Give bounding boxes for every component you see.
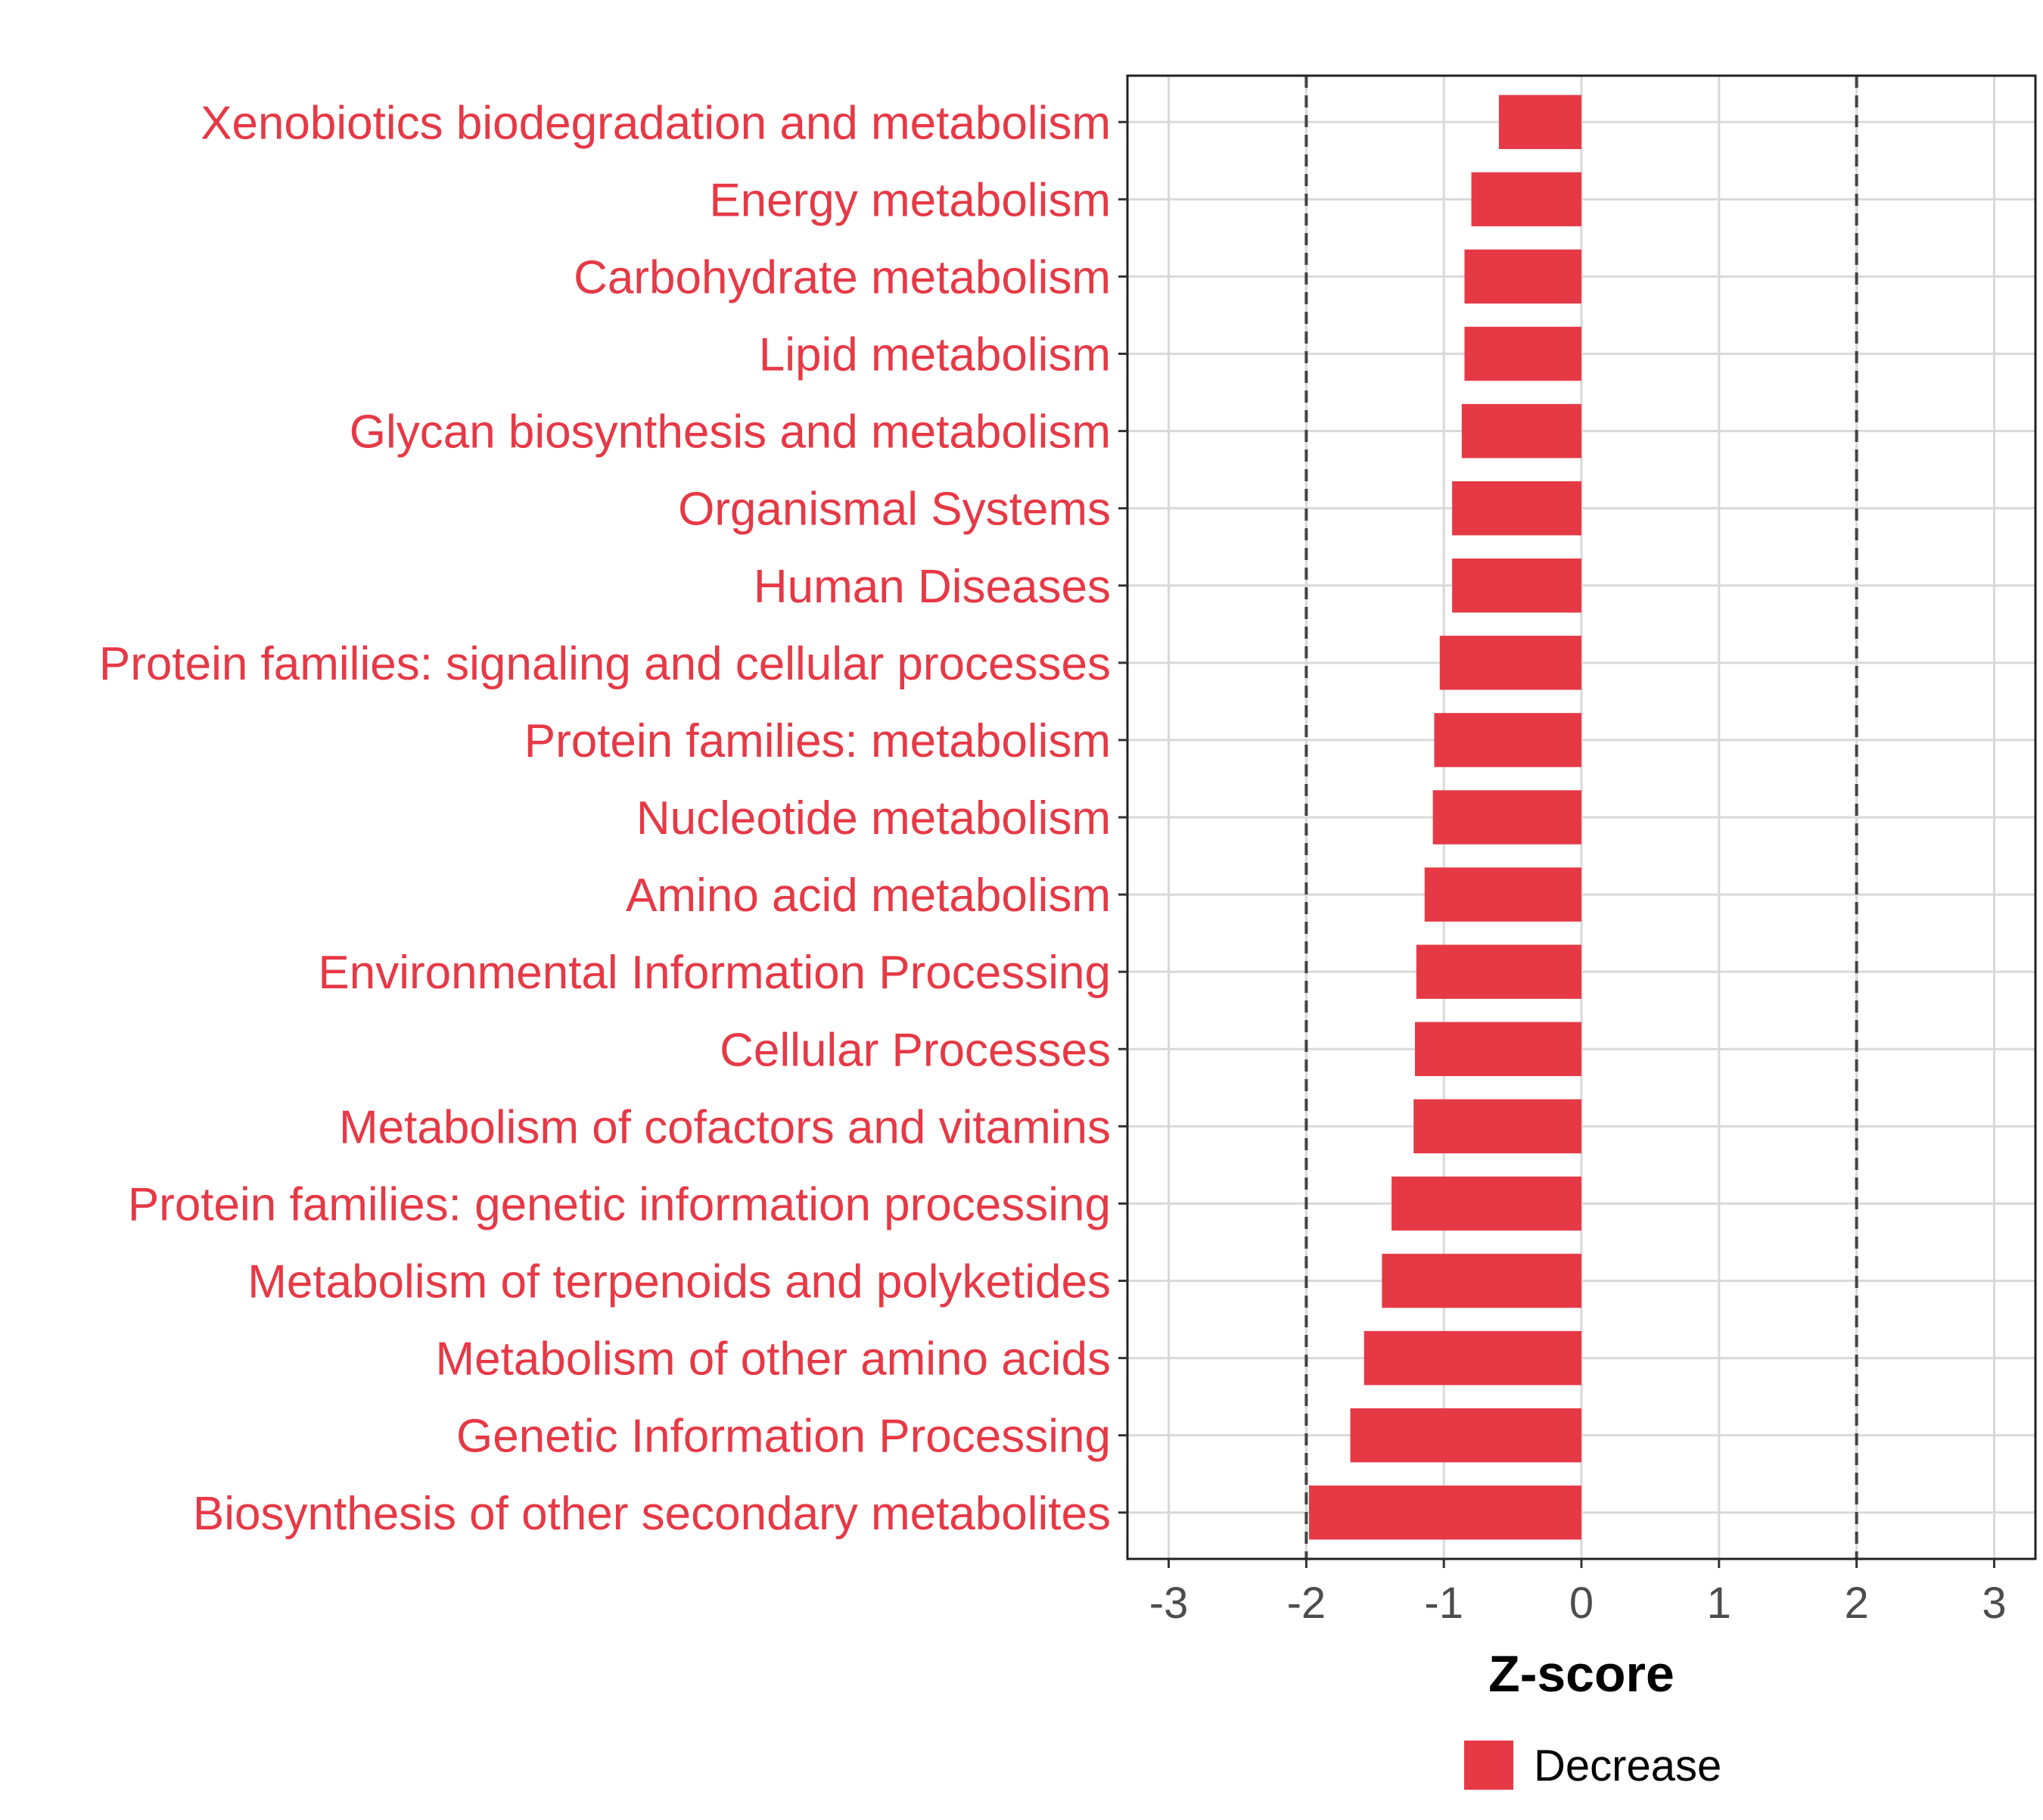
bar <box>1413 1099 1581 1154</box>
x-tick-label: 2 <box>1845 1579 1869 1628</box>
bar <box>1382 1253 1581 1308</box>
category-label: Cellular Processes <box>720 1024 1111 1076</box>
category-label: Nucleotide metabolism <box>636 792 1111 845</box>
category-label: Energy metabolism <box>709 174 1111 226</box>
category-label: Metabolism of other amino acids <box>435 1333 1111 1386</box>
category-label: Lipid metabolism <box>759 329 1111 381</box>
category-label: Glycan biosynthesis and metabolism <box>350 406 1111 459</box>
category-label: Protein families: genetic information pr… <box>128 1178 1111 1230</box>
legend-label: Decrease <box>1534 1741 1721 1790</box>
bar <box>1439 636 1581 690</box>
category-label: Protein families: signaling and cellular… <box>99 638 1111 690</box>
bar <box>1461 403 1581 459</box>
legend-swatch <box>1464 1741 1513 1790</box>
category-label: Metabolism of terpenoids and polyketides <box>247 1256 1111 1308</box>
x-tick-label: -3 <box>1149 1579 1189 1628</box>
bar <box>1464 326 1581 381</box>
bar <box>1434 713 1581 767</box>
bar <box>1415 1022 1581 1076</box>
bar <box>1424 867 1581 922</box>
bar <box>1309 1486 1581 1540</box>
bar <box>1392 1176 1581 1231</box>
x-tick-label: 3 <box>1982 1579 2006 1628</box>
bar <box>1498 95 1581 149</box>
bar <box>1416 944 1581 999</box>
x-tick-label: -2 <box>1287 1579 1326 1628</box>
category-label: Amino acid metabolism <box>626 870 1111 922</box>
category-label: Carbohydrate metabolism <box>574 251 1111 303</box>
category-label: Environmental Information Processing <box>318 947 1111 999</box>
bar <box>1452 481 1581 536</box>
bar <box>1471 172 1581 227</box>
x-tick-label: -1 <box>1424 1579 1463 1628</box>
x-tick-label: 0 <box>1569 1579 1594 1628</box>
x-tick-label: 1 <box>1707 1579 1731 1628</box>
category-label: Organismal Systems <box>678 484 1111 536</box>
category-label: Xenobiotics biodegradation and metabolis… <box>201 97 1111 149</box>
category-label: Metabolism of cofactors and vitamins <box>339 1101 1111 1153</box>
bar <box>1432 790 1581 845</box>
bar <box>1452 558 1581 613</box>
category-label: Protein families: metabolism <box>524 715 1111 767</box>
category-label: Biosynthesis of other secondary metaboli… <box>193 1488 1111 1540</box>
bar <box>1364 1330 1581 1386</box>
bar <box>1464 249 1581 304</box>
x-axis-title: Z-score <box>1488 1645 1675 1703</box>
category-label: Genetic Information Processing <box>456 1411 1111 1463</box>
category-label: Human Diseases <box>754 561 1111 613</box>
bar <box>1350 1408 1581 1463</box>
